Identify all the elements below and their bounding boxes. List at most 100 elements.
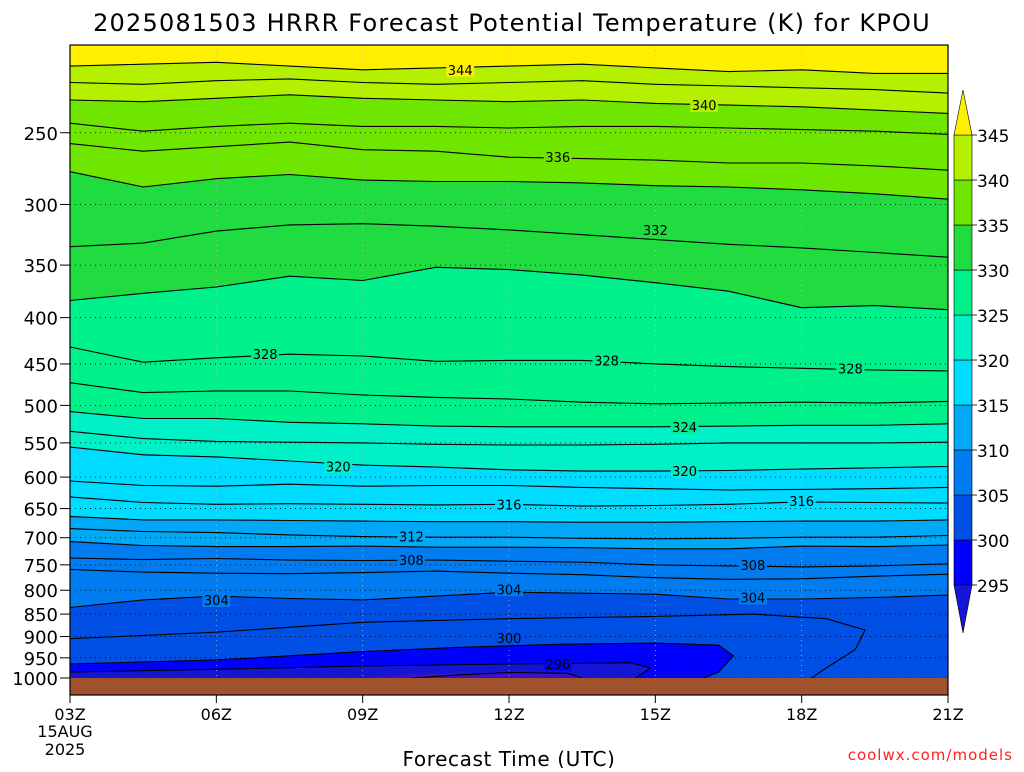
- colorbar-swatch: [953, 314, 973, 361]
- contour-label-bg: [641, 222, 670, 237]
- colorbar-swatch: [953, 404, 973, 451]
- colorbar-min-arrow: [953, 584, 973, 634]
- x-tick-label: 15Z: [640, 705, 671, 724]
- contour-label: 304: [204, 594, 229, 609]
- contour-label: 296: [545, 658, 570, 673]
- y-tick-label: 600: [24, 468, 58, 489]
- contour-label-bg: [738, 557, 767, 572]
- contour-label-bg: [397, 553, 426, 568]
- colorbar-label: 340: [977, 172, 1009, 192]
- colorbar-swatch: [953, 359, 973, 406]
- y-tick-label: 1000: [12, 669, 58, 690]
- cold-pool: [362, 672, 583, 678]
- contour-label: 328: [253, 348, 278, 363]
- x-axis: 03Z 06Z 09Z 12Z 15Z 18Z 21Z: [54, 695, 964, 724]
- isotherm-line: [70, 515, 948, 523]
- contour-label-bg: [446, 62, 475, 77]
- y-tick-label: 900: [24, 628, 58, 649]
- contour-label: 316: [789, 495, 814, 510]
- contour-label-bg: [592, 353, 621, 368]
- ground-surface: [70, 678, 948, 695]
- x-start-date-day: 15AUG: [37, 722, 92, 741]
- temperature-fill-layer: [70, 45, 948, 678]
- y-tick-label: 650: [24, 500, 58, 521]
- colorbar-swatch: [953, 269, 973, 316]
- isotherm-lines: [70, 61, 948, 678]
- contour-label-bg: [670, 464, 699, 479]
- y-tick-label: 450: [24, 355, 58, 376]
- contour-label-bg: [495, 630, 523, 645]
- colorbar-legend: 295 300 305 310 315 320 325 330 335 340 345: [953, 89, 1009, 634]
- colorbar-label: 325: [977, 307, 1009, 327]
- colorbar-label: 330: [977, 262, 1009, 282]
- colorbar-label: 335: [977, 217, 1009, 237]
- x-tick-label: 03Z: [54, 705, 85, 724]
- isotherm-line: [70, 568, 948, 580]
- colorbar-swatch: [953, 449, 973, 496]
- contour-label: 328: [594, 354, 619, 369]
- contour-label: 308: [740, 559, 765, 574]
- y-tick-label: 300: [24, 195, 58, 216]
- colorbar-label: 315: [977, 397, 1009, 417]
- y-axis: 2503003504004505005506006507007508008509…: [12, 124, 70, 690]
- contour-label-bg: [690, 98, 719, 113]
- isotherm-line: [70, 122, 948, 135]
- colorbar-label: 345: [977, 127, 1009, 147]
- isotherm-line: [70, 382, 948, 405]
- contour-label: 344: [448, 64, 473, 79]
- colorbar-max-arrow: [953, 89, 973, 136]
- x-tick-label: 06Z: [201, 705, 232, 724]
- contour-label: 336: [545, 151, 570, 166]
- contour-label-bg: [836, 361, 865, 376]
- x-start-date-year: 2025: [45, 740, 86, 759]
- contour-label-bg: [251, 347, 280, 362]
- isotherm-line: [70, 662, 652, 678]
- x-tick-label: 12Z: [493, 705, 524, 724]
- x-tick-label: 18Z: [786, 705, 817, 724]
- colorbar-swatch: [953, 179, 973, 226]
- contour-label: 332: [643, 224, 668, 239]
- isotherm-line: [70, 446, 948, 472]
- contour-label-bg: [787, 494, 816, 509]
- contour-label: 320: [672, 465, 697, 480]
- colorbar-label: 320: [977, 352, 1009, 372]
- isotherm-line: [70, 528, 948, 540]
- contour-label: 308: [399, 554, 424, 569]
- contour-label-bg: [202, 592, 231, 607]
- isotherm-line: [70, 541, 948, 550]
- isotherm-line: [70, 61, 948, 74]
- contour-label-bg: [543, 656, 572, 671]
- y-tick-label: 400: [24, 309, 58, 330]
- contour-label: 328: [838, 362, 863, 377]
- colorbar-swatch: [953, 494, 973, 541]
- contour-label: 340: [692, 99, 717, 114]
- chart-title: 2025081503 HRRR Forecast Potential Tempe…: [93, 9, 931, 37]
- isotherm-line: [70, 642, 735, 678]
- credit-link[interactable]: coolwx.com/models: [848, 746, 1013, 764]
- isotherm-line: [70, 346, 948, 372]
- contour-label-bg: [495, 582, 523, 597]
- contour-label-bg: [495, 497, 523, 512]
- colorbar-label: 305: [977, 487, 1009, 507]
- isotherm-line: [70, 613, 866, 678]
- contour-label-bg: [738, 590, 767, 605]
- isotherm-line: [70, 430, 948, 446]
- isotherm-line: [70, 411, 948, 428]
- contour-label: 312: [399, 531, 424, 546]
- y-tick-label: 250: [24, 124, 58, 145]
- colorbar-label: 310: [977, 442, 1009, 462]
- y-tick-label: 700: [24, 529, 58, 550]
- contour-label-bg: [543, 150, 572, 165]
- colorbar-swatch: [953, 539, 973, 586]
- y-tick-label: 550: [24, 434, 58, 455]
- isotherm-line: [70, 94, 948, 114]
- contour-label-bg: [670, 419, 699, 434]
- y-tick-label: 350: [24, 256, 58, 277]
- contour-label: 316: [497, 498, 522, 513]
- colorbar-swatch: [953, 134, 973, 181]
- contour-label: 320: [326, 460, 351, 475]
- colorbar-swatch: [953, 224, 973, 271]
- isotherm-line: [70, 557, 948, 568]
- y-tick-label: 800: [24, 581, 58, 602]
